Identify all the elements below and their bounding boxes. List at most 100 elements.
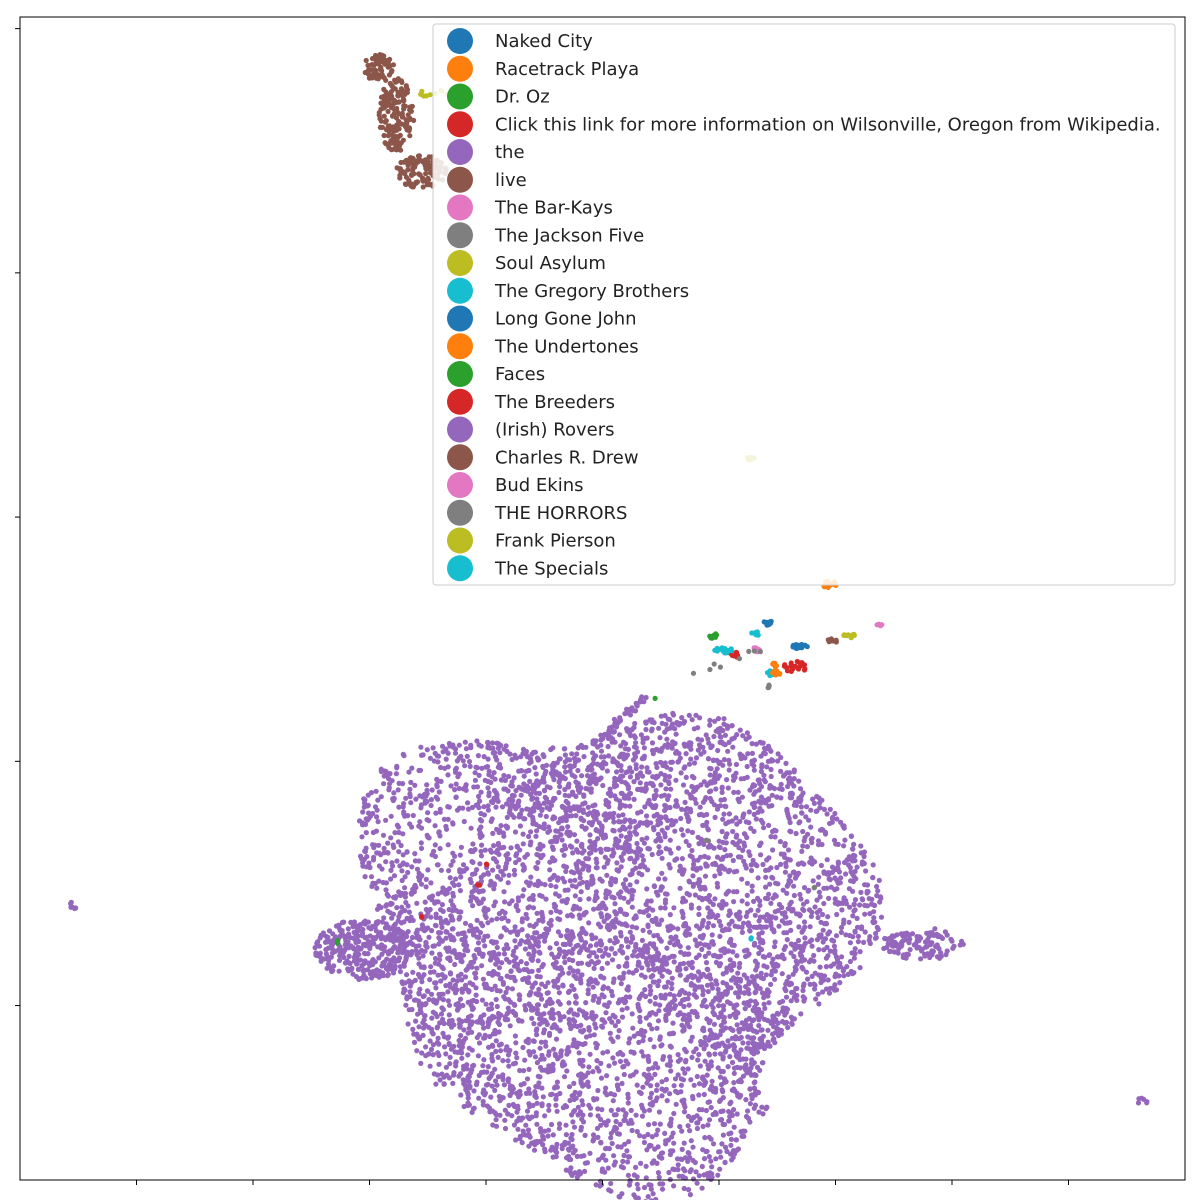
- scatter-point: [619, 1007, 625, 1013]
- scatter-point: [633, 1069, 639, 1075]
- scatter-point: [592, 802, 598, 808]
- scatter-point: [744, 901, 750, 907]
- scatter-point: [473, 970, 479, 976]
- scatter-point: [594, 860, 600, 866]
- scatter-point: [617, 1194, 623, 1200]
- scatter-point: [634, 840, 640, 847]
- scatter-point: [735, 1010, 741, 1016]
- scatter-point: [784, 937, 790, 943]
- scatter-point: [574, 1153, 580, 1159]
- scatter-point: [625, 1159, 631, 1165]
- scatter-point: [533, 921, 539, 927]
- scatter-point: [640, 927, 646, 934]
- scatter-point: [690, 1093, 696, 1100]
- scatter-point: [655, 1065, 661, 1071]
- scatter-point: [739, 1020, 745, 1026]
- scatter-point: [766, 891, 772, 897]
- scatter-point: [706, 789, 713, 795]
- scatter-point: [438, 867, 444, 873]
- scatter-point: [723, 1144, 729, 1150]
- scatter-point: [538, 1039, 545, 1045]
- scatter-point: [566, 970, 572, 976]
- scatter-point: [594, 954, 600, 960]
- scatter-point: [599, 1107, 605, 1113]
- scatter-point: [543, 762, 550, 768]
- scatter-point: [548, 1147, 554, 1153]
- scatter-point: [696, 812, 703, 818]
- scatter-point: [706, 740, 712, 746]
- scatter-point: [679, 1128, 685, 1134]
- scatter-point: [624, 938, 630, 944]
- scatter-point: [532, 765, 538, 771]
- scatter-point: [567, 878, 573, 884]
- scatter-point: [659, 973, 665, 979]
- scatter-point: [683, 932, 689, 938]
- scatter-point: [554, 838, 560, 845]
- scatter-point: [531, 786, 537, 792]
- scatter-point: [744, 730, 751, 736]
- scatter-point: [693, 1169, 699, 1175]
- scatter-point: [627, 1036, 633, 1042]
- scatter-point: [436, 935, 442, 941]
- scatter-point: [568, 1025, 574, 1032]
- scatter-point: [740, 1026, 747, 1032]
- scatter-point: [496, 1029, 502, 1035]
- scatter-point: [530, 816, 536, 823]
- scatter-point: [721, 1121, 728, 1128]
- scatter-point: [539, 1101, 545, 1107]
- scatter-point: [458, 1047, 464, 1053]
- scatter-point: [667, 940, 673, 946]
- scatter-point: [504, 942, 510, 948]
- scatter-point: [573, 861, 579, 867]
- scatter-point: [469, 1067, 475, 1073]
- scatter-point: [585, 961, 591, 967]
- scatter-point: [405, 869, 411, 876]
- scatter-point: [601, 759, 607, 765]
- scatter-point: [639, 1113, 646, 1119]
- scatter-point: [618, 767, 624, 774]
- scatter-point: [764, 964, 770, 970]
- scatter-point: [646, 1107, 653, 1113]
- scatter-point: [517, 1067, 523, 1074]
- scatter-point: [762, 895, 769, 901]
- scatter-point: [656, 1174, 662, 1180]
- scatter-point: [757, 923, 763, 930]
- scatter-point: [491, 903, 497, 909]
- scatter-point: [695, 736, 701, 742]
- scatter-point: [639, 937, 646, 944]
- scatter-point: [740, 1073, 747, 1079]
- scatter-point: [841, 917, 847, 923]
- scatter-point: [702, 1135, 708, 1141]
- scatter-point: [462, 920, 469, 926]
- scatter-point: [622, 803, 629, 809]
- scatter-point: [703, 732, 709, 738]
- scatter-point: [831, 961, 837, 967]
- scatter-point: [610, 1055, 616, 1061]
- scatter-point: [550, 816, 556, 822]
- scatter-point: [485, 785, 491, 791]
- scatter-point: [533, 1094, 539, 1100]
- scatter-point: [809, 973, 815, 980]
- scatter-point: [456, 742, 462, 748]
- scatter-point: [526, 1101, 532, 1107]
- scatter-point: [550, 846, 556, 853]
- scatter-point: [619, 996, 626, 1003]
- scatter-point: [530, 905, 537, 911]
- scatter-point: [534, 796, 540, 802]
- scatter-point: [503, 989, 509, 996]
- scatter-point: [587, 832, 593, 838]
- scatter-point: [647, 998, 653, 1004]
- scatter-point: [656, 851, 662, 857]
- scatter-point: [692, 1159, 698, 1166]
- scatter-point: [800, 987, 806, 994]
- scatter-point: [576, 804, 582, 810]
- scatter-point: [556, 893, 562, 899]
- scatter-point: [563, 817, 569, 824]
- scatter-point: [423, 884, 429, 890]
- scatter-point: [723, 834, 729, 840]
- scatter-point: [481, 1025, 487, 1031]
- scatter-point: [404, 915, 410, 922]
- scatter-point: [429, 950, 435, 956]
- scatter-point: [435, 1035, 441, 1041]
- scatter-point: [736, 845, 742, 851]
